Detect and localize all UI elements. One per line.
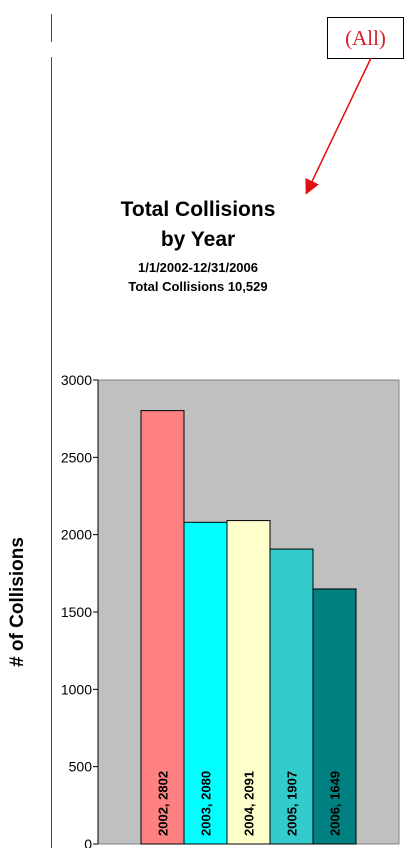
y-tick-label: 3000 (61, 372, 92, 388)
filter-label: (All) (345, 25, 386, 50)
bar-data-label: 2003, 2080 (199, 771, 214, 836)
total-collisions: Total Collisions 10,529 (128, 279, 268, 294)
bar-data-label: 2005, 1907 (285, 771, 300, 836)
bar-data-label: 2006, 1649 (328, 771, 343, 836)
y-tick-label: 2000 (61, 527, 92, 543)
y-axis-title: # of Collisions (7, 537, 28, 667)
bar-chart: 0 500 1000 1500 2000 2500 3000 # of Collisions 2… (7, 372, 400, 848)
chart-subtitle: by Year (160, 228, 236, 251)
bar-data-label: 2002, 2802 (156, 771, 171, 836)
y-tick-label: 500 (69, 759, 93, 775)
bar-data-label: 2004, 2091 (242, 771, 257, 836)
y-tick-label: 0 (84, 836, 92, 848)
bar (140, 410, 185, 845)
y-tick-label: 1500 (61, 604, 92, 620)
filter-box[interactable]: (All) (327, 17, 404, 59)
y-tick-label: 2500 (61, 449, 92, 465)
red-guide-line (51, 57, 52, 848)
bar (312, 588, 357, 845)
date-range: 1/1/2002-12/31/2006 (138, 260, 258, 275)
bar (183, 521, 228, 845)
red-guide-line-top (51, 14, 52, 42)
chart-title: Total Collisions (120, 198, 276, 221)
y-tick-label: 1000 (61, 681, 92, 697)
